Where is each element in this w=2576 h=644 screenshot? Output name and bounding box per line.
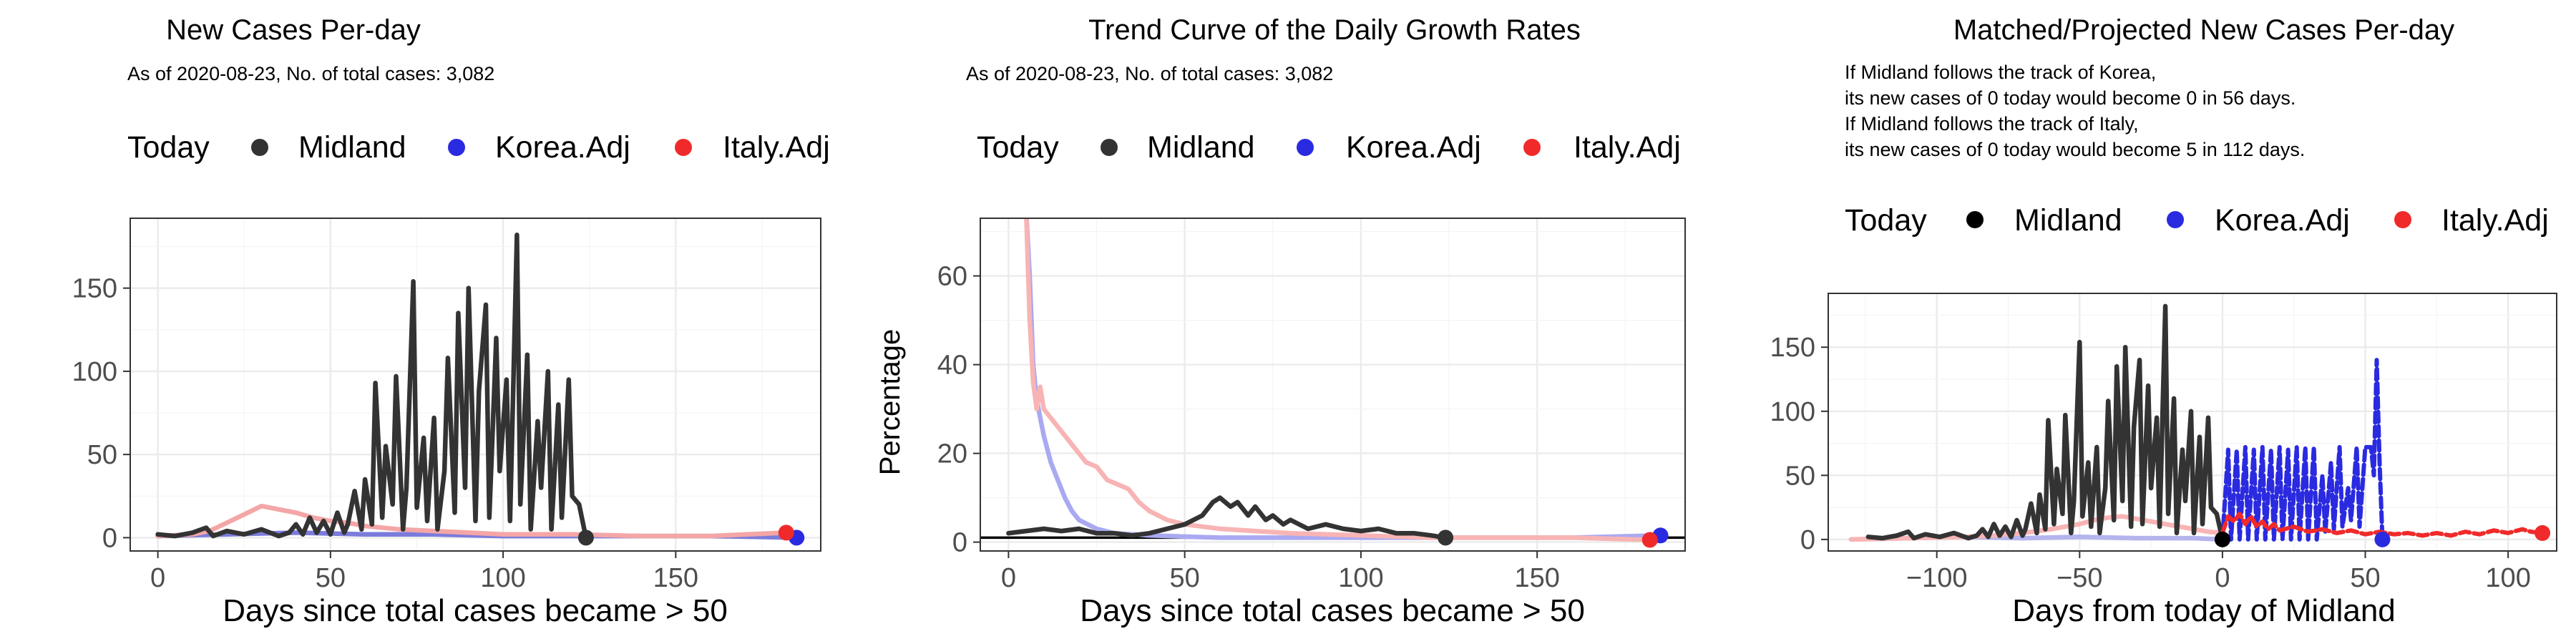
legend-key-italy	[2394, 211, 2411, 228]
x-tick-label: 100	[1338, 563, 1383, 593]
x-tick-label: 150	[1514, 563, 1559, 593]
series-line-midland	[1006, 495, 1448, 540]
series-group	[1848, 303, 2545, 542]
chart-subtitle-line-2: its new cases of 0 today would become 0 …	[1845, 87, 2296, 109]
x-tick-label: −50	[2057, 563, 2102, 593]
y-axis-label: Percentage	[874, 329, 906, 476]
legend-label-midland: Midland	[298, 130, 406, 165]
legend-key-italy	[1523, 139, 1541, 156]
y-tick-label: 100	[72, 357, 117, 387]
chart-title: New Cases Per-day	[166, 14, 421, 46]
y-tick-label: 40	[937, 351, 967, 381]
legend-key-midland	[251, 139, 268, 156]
today-point-midland	[2214, 531, 2230, 547]
x-tick-label: 0	[1001, 563, 1016, 593]
legend-key-midland	[1966, 211, 1984, 228]
series-group	[980, 218, 1685, 542]
series-line-italy-adj-projected	[2220, 512, 2545, 538]
x-tick-label: −100	[1906, 563, 1968, 593]
today-point-italy-adj	[2534, 525, 2551, 541]
chart-subtitle-line-1: If Midland follows the track of Korea,	[1845, 62, 2156, 83]
legend-label-midland: Midland	[2014, 203, 2122, 238]
legend-title: Today	[127, 130, 210, 165]
legend-label-korea: Korea.Adj	[2215, 203, 2350, 238]
x-tick-label: 100	[480, 563, 525, 593]
plot-frame	[130, 218, 821, 552]
legend-key-korea	[448, 139, 465, 156]
legend-label-italy: Italy.Adj	[2441, 203, 2549, 238]
y-tick-label: 60	[937, 262, 967, 292]
x-tick-label: 0	[150, 563, 165, 593]
y-tick-label: 0	[952, 528, 967, 558]
legend-key-italy	[675, 139, 692, 156]
legend-label-midland: Midland	[1147, 130, 1255, 165]
chart-title: Trend Curve of the Daily Growth Rates	[1088, 14, 1581, 46]
x-tick-label: 50	[2350, 563, 2380, 593]
panel-new-cases-per-day: New Cases Per-day As of 2020-08-23, No. …	[72, 14, 830, 628]
y-tick-label: 0	[102, 523, 117, 553]
x-axis-label: Days from today of Midland	[2012, 593, 2396, 628]
legend: Today Midland Korea.Adj Italy.Adj	[977, 130, 1681, 165]
legend-label-korea: Korea.Adj	[1346, 130, 1481, 165]
legend-title: Today	[1845, 203, 1927, 238]
series-group	[155, 233, 799, 540]
today-point-italy-adj	[1641, 532, 1658, 548]
legend: Today Midland Korea.Adj Italy.Adj	[1845, 203, 2549, 238]
x-axis-label: Days since total cases became > 50	[223, 593, 728, 628]
today-point-midland	[1438, 530, 1454, 546]
y-tick-label: 50	[1785, 461, 1815, 491]
plot-area: 0 50 100 150 0 20 40 60	[937, 218, 1686, 593]
panel-matched-projected: Matched/Projected New Cases Per-day If M…	[1770, 14, 2557, 628]
x-tick-label: 50	[1170, 563, 1200, 593]
chart-subtitle-line-4: its new cases of 0 today would become 5 …	[1845, 139, 2305, 160]
y-tick-label: 150	[1770, 333, 1815, 363]
y-tick-label: 100	[1770, 397, 1815, 427]
legend-label-italy: Italy.Adj	[723, 130, 830, 165]
x-tick-label: 0	[2215, 563, 2230, 593]
grid-lines	[980, 218, 1685, 551]
x-tick-label: 150	[653, 563, 698, 593]
y-tick-label: 20	[937, 439, 967, 469]
today-point-korea-adj	[2374, 531, 2391, 547]
legend-title: Today	[977, 130, 1059, 165]
chart-title: Matched/Projected New Cases Per-day	[1953, 14, 2454, 46]
today-point-midland	[577, 530, 594, 546]
legend-label-korea: Korea.Adj	[495, 130, 630, 165]
chart-subtitle-line-3: If Midland follows the track of Italy,	[1845, 113, 2139, 135]
legend-key-korea	[2167, 211, 2184, 228]
y-tick-label: 0	[1800, 525, 1815, 555]
y-tick-label: 150	[72, 274, 117, 304]
legend-key-korea	[1297, 139, 1314, 156]
legend-key-midland	[1101, 139, 1118, 156]
plot-area: 0 50 100 150 0 50 100 150	[72, 218, 821, 593]
x-axis-label: Days since total cases became > 50	[1080, 593, 1585, 628]
legend: Today Midland Korea.Adj Italy.Adj	[127, 130, 830, 165]
chart-subtitle-line-1: As of 2020-08-23, No. of total cases: 3,…	[966, 63, 1333, 84]
series-line-italy-adj	[1024, 218, 1653, 542]
x-tick-label: 50	[316, 563, 346, 593]
panel-growth-rates: Trend Curve of the Daily Growth Rates As…	[874, 14, 1686, 628]
chart-subtitle-line-1: As of 2020-08-23, No. of total cases: 3,…	[127, 63, 494, 84]
legend-label-italy: Italy.Adj	[1574, 130, 1681, 165]
plot-frame	[980, 218, 1686, 552]
x-tick-label: 100	[2485, 563, 2530, 593]
series-line-midland	[1865, 303, 2225, 542]
today-point-italy-adj	[778, 525, 794, 541]
series-line-midland	[155, 233, 589, 540]
y-tick-label: 50	[87, 440, 117, 470]
plot-frame	[1828, 293, 2557, 552]
plot-area: −100 −50 0 50 100 0 50 100 150	[1770, 293, 2557, 593]
series-line-korea-adj-projected	[2220, 358, 2385, 542]
series-line-italy-adj-matched	[1848, 514, 2225, 542]
